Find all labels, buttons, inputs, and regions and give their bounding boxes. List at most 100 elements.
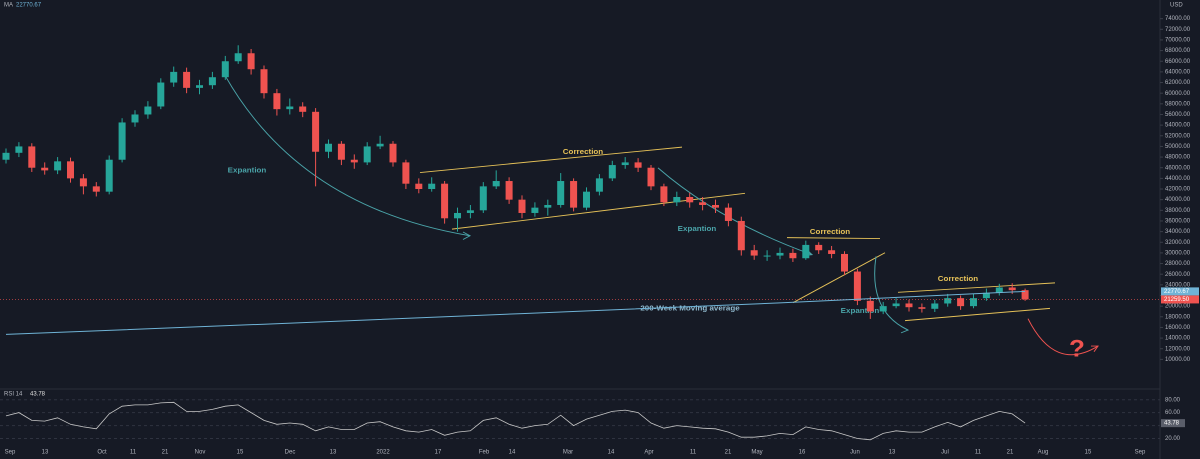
candle-body: [531, 207, 539, 213]
annotation: Correction: [810, 227, 851, 236]
x-tick-label: Aug: [1038, 450, 1049, 456]
candle-body: [944, 298, 952, 304]
candle-body: [28, 146, 36, 168]
x-tick-label: Jul: [941, 450, 949, 456]
ma-legend-value: 22770.67: [16, 3, 42, 9]
y-tick-label: 12000.00: [1165, 346, 1191, 352]
y-tick-label: 50000.00: [1165, 144, 1191, 150]
arrow: [874, 256, 909, 331]
candle-body: [892, 303, 900, 307]
rsi-legend-value: 43.78: [30, 392, 46, 398]
rsi-tick-label: 80.00: [1165, 397, 1181, 403]
candle-body: [970, 298, 977, 307]
ma-value-label: 22770.67: [1164, 289, 1190, 295]
candle-body: [415, 183, 423, 190]
y-tick-label: 60000.00: [1165, 91, 1191, 97]
y-tick-label: 44000.00: [1165, 176, 1191, 182]
annotations: Correction Correction Correction Expanti…: [224, 75, 1099, 362]
y-tick-label: 66000.00: [1165, 59, 1191, 65]
channel-line: [419, 146, 683, 174]
candle-body: [595, 178, 603, 192]
rsi-value-box: [1161, 419, 1185, 428]
candle-body: [737, 220, 745, 251]
y-tick-label: 52000.00: [1165, 133, 1191, 139]
candle-body: [337, 143, 345, 160]
candle-body: [621, 162, 629, 166]
candle-body: [660, 186, 668, 203]
candle-body: [763, 255, 771, 257]
y-tick-label: 32000.00: [1165, 240, 1191, 246]
candle-body: [905, 303, 913, 308]
candle-body: [234, 53, 242, 62]
candle-body: [299, 106, 307, 112]
annotation: Correction: [938, 274, 979, 283]
x-tick-label: 16: [799, 450, 806, 456]
y-tick-label: 40000.00: [1165, 197, 1191, 203]
arrow-head: [462, 231, 472, 240]
candle-body: [54, 161, 62, 171]
x-tick-label: 11: [975, 450, 982, 456]
candle-body: [853, 271, 861, 301]
candle-body: [144, 106, 152, 115]
ma-line: [5, 290, 1026, 335]
y-tick-label: 72000.00: [1165, 27, 1191, 33]
y-tick-label: 68000.00: [1165, 48, 1191, 54]
candle-body: [982, 292, 990, 299]
candle-body: [118, 122, 126, 160]
candle-body: [273, 93, 281, 110]
x-tick-label: 11: [690, 450, 697, 456]
candle-body: [350, 159, 358, 163]
candle-body: [208, 77, 216, 86]
candle-body: [1008, 287, 1016, 291]
annotation: Expantion: [678, 224, 717, 233]
candle-body: [441, 183, 449, 219]
y-tick-label: 74000.00: [1165, 16, 1191, 22]
ma-legend-name: MA: [4, 3, 13, 9]
x-tick-label: 21: [162, 450, 169, 456]
last-price-box: [1161, 295, 1199, 304]
y-tick-label: 34000.00: [1165, 229, 1191, 235]
x-tick-label: Dec: [285, 450, 296, 456]
candle-body: [286, 106, 294, 110]
candle-body: [479, 186, 487, 211]
candle-body: [931, 303, 939, 309]
x-tick-label: 13: [889, 450, 896, 456]
rsi-legend-name: RSI 14: [4, 392, 23, 398]
last-price-label: 21259.50: [1164, 297, 1190, 303]
candle-body: [196, 85, 203, 88]
candle-body: [105, 159, 113, 192]
x-tick-label: May: [751, 450, 762, 456]
candle-body: [815, 244, 823, 251]
annotation: Expantion: [228, 166, 267, 175]
candle-body: [866, 300, 874, 312]
candle-body: [750, 250, 758, 256]
y-tick-label: 58000.00: [1165, 101, 1191, 107]
candle-body: [724, 207, 732, 221]
candle-body: [312, 111, 320, 152]
candle-body: [802, 244, 810, 259]
y-tick-label: 46000.00: [1165, 165, 1191, 171]
x-tick-label: Sep: [5, 450, 16, 456]
y-tick-label: 14000.00: [1165, 336, 1191, 342]
x-tick-label: Nov: [195, 450, 206, 456]
x-tick-label: 2022: [376, 450, 390, 456]
candle-body: [789, 252, 797, 259]
candle-body: [170, 71, 178, 83]
candle-body: [260, 69, 268, 94]
y-tick-label: 10000.00: [1165, 357, 1191, 363]
x-tick-label: Jun: [850, 450, 860, 456]
candle-body: [828, 250, 836, 254]
arrow-head: [900, 325, 910, 334]
y-tick-label: 48000.00: [1165, 155, 1191, 161]
y-tick-label: 18000.00: [1165, 314, 1191, 320]
x-tick-label: 15: [237, 450, 244, 456]
y-tick-label: 24000.00: [1165, 282, 1191, 288]
candle-body: [454, 212, 461, 219]
candle-body: [995, 287, 1003, 293]
channel-line: [792, 252, 886, 304]
candle-body: [776, 252, 784, 256]
y-tick-label: 38000.00: [1165, 208, 1191, 214]
candle-body: [712, 204, 719, 208]
